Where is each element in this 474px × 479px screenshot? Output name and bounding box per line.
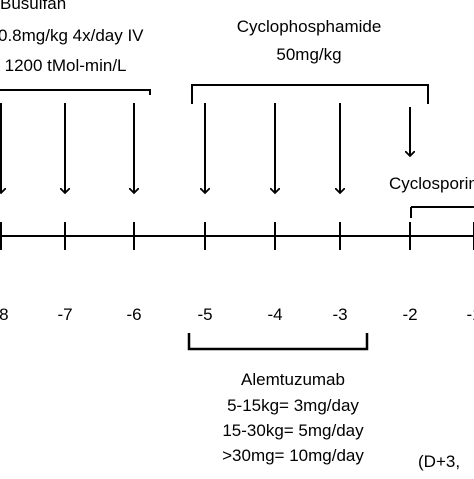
alemtuzumab-dose-large: >30mg= 10mg/day	[222, 446, 364, 465]
busulfan-title: Busulfan	[0, 0, 66, 13]
day-label: -4	[267, 305, 282, 324]
day-label: -3	[332, 305, 347, 324]
day-label: -8	[0, 305, 9, 324]
day-label: -6	[126, 305, 141, 324]
busulfan-label: Busulfan 0.8mg/kg 4x/day IV AUC 1200 tMo…	[0, 0, 144, 75]
alemtuzumab-bracket	[187, 333, 369, 351]
footnote-text: (D+3,	[418, 452, 460, 471]
alemtuzumab-dose-small: 5-15kg= 3mg/day	[227, 396, 359, 415]
alemtuzumab-label: Alemtuzumab 5-15kg= 3mg/day 15-30kg= 5mg…	[222, 370, 364, 465]
cyclophosphamide-bracket	[191, 84, 429, 104]
timeline-day-labels: -8 -7 -6 -5 -4 -3 -2 -1	[0, 305, 474, 324]
day-label: -2	[402, 305, 417, 324]
busulfan-arrows	[0, 103, 134, 193]
day-label: -7	[57, 305, 72, 324]
busulfan-bracket	[0, 89, 151, 95]
day-label: -1	[466, 305, 474, 324]
cyclosporine-label: Cyclosporine	[389, 174, 474, 193]
cyclophosphamide-dose: 50mg/kg	[276, 45, 341, 64]
cyclophosphamide-arrows	[205, 103, 340, 193]
cyclophosphamide-title: Cyclophosphamide	[237, 17, 382, 36]
day-label: -5	[197, 305, 212, 324]
busulfan-dose: 0.8mg/kg 4x/day IV	[0, 26, 144, 45]
busulfan-target: AUC 1200 tMol-min/L	[0, 56, 127, 75]
cyclophosphamide-label: Cyclophosphamide 50mg/kg	[237, 17, 382, 64]
timeline-ticks	[0, 222, 474, 250]
alemtuzumab-title: Alemtuzumab	[241, 370, 345, 389]
alemtuzumab-dose-medium: 15-30kg= 5mg/day	[222, 421, 364, 440]
